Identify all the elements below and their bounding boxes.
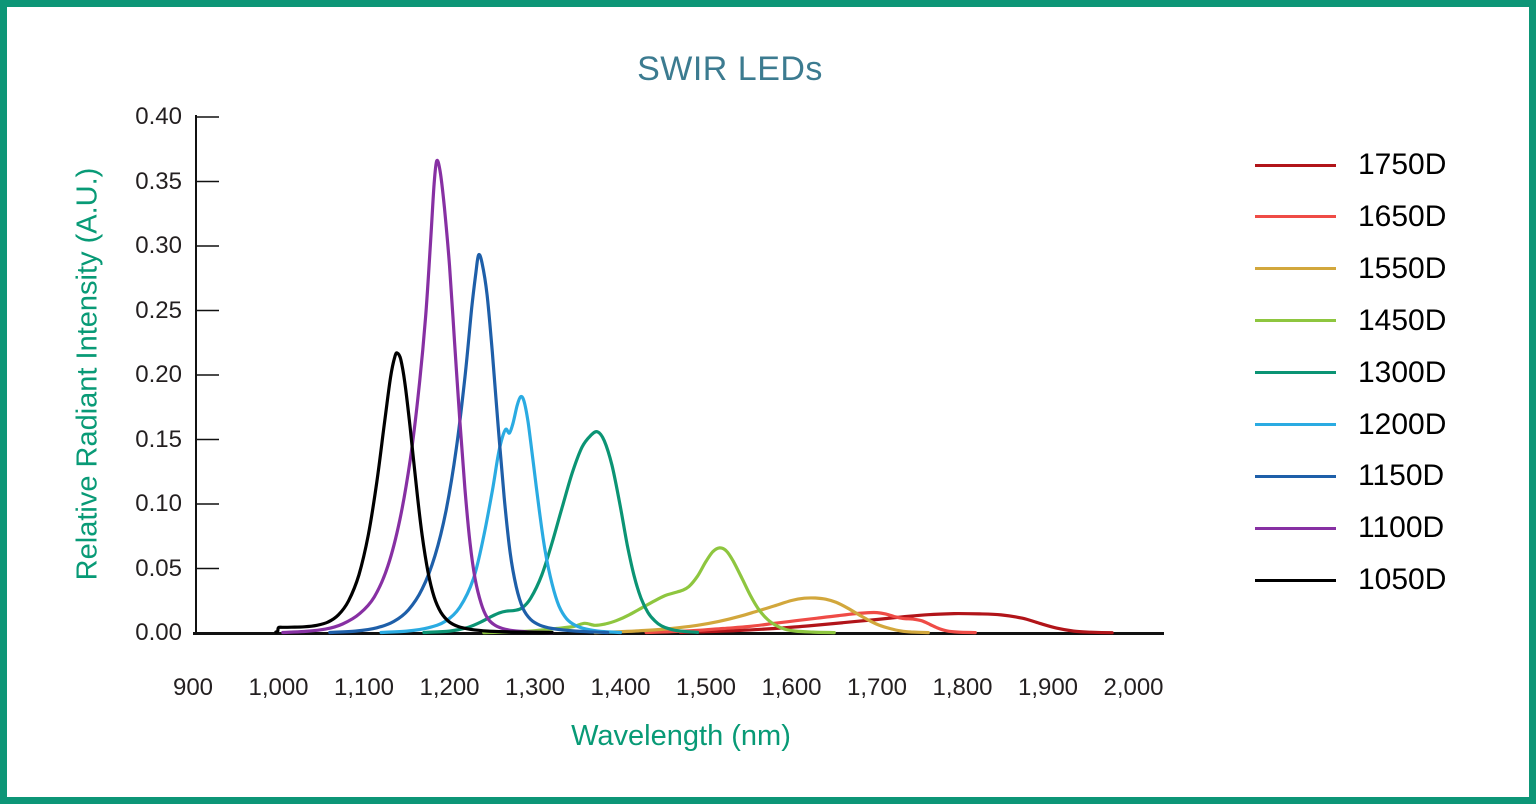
x-tick-label: 1,700 [846, 674, 908, 701]
x-tick-label: 1,800 [932, 674, 993, 701]
legend-item-1100D: 1100D [1255, 511, 1444, 545]
x-tick-label: 1,300 [504, 674, 566, 701]
x-tick-label: 1,600 [761, 674, 822, 701]
legend-line-swatch [1255, 319, 1336, 323]
y-tick-label: 0.35 [135, 167, 182, 195]
legend-item-1650D: 1650D [1255, 200, 1446, 234]
x-tick-label: 1,000 [248, 674, 309, 701]
legend-item-1300D: 1300D [1255, 356, 1446, 390]
legend-line-swatch [1255, 578, 1336, 582]
series-curve-1100D [281, 158, 554, 635]
x-tick-label: 900 [172, 674, 214, 701]
y-tick-label: 0.20 [135, 361, 182, 388]
legend-item-1550D: 1550D [1255, 252, 1446, 286]
legend-line-swatch [1255, 267, 1336, 271]
x-tick-label: 1,900 [1017, 674, 1079, 701]
series-curve-1050D [274, 351, 554, 635]
legend-item-1050D: 1050D [1255, 563, 1446, 597]
legend-label: 1650D [1358, 199, 1447, 233]
series-curve-1550D [593, 596, 930, 635]
x-tick-label: 1,400 [590, 674, 651, 701]
legend-label: 1550D [1358, 251, 1447, 285]
legend-item-1750D: 1750D [1255, 148, 1446, 182]
legend-label: 1050D [1358, 563, 1447, 597]
legend-item-1450D: 1450D [1255, 304, 1446, 338]
y-tick-label: 0.25 [135, 296, 182, 324]
legend-line-swatch [1255, 474, 1336, 478]
series-curve-1450D [482, 546, 836, 635]
legend-label: 1750D [1358, 148, 1447, 181]
x-axis-label: Wavelength (nm) [571, 720, 791, 752]
series-curve-1300D [422, 430, 700, 635]
legend-line-swatch [1255, 163, 1336, 167]
y-tick-label: 0.40 [135, 103, 182, 130]
legend-line-swatch [1255, 423, 1336, 426]
y-tick-label: 0.00 [135, 619, 182, 646]
y-tick-label: 0.05 [135, 554, 182, 582]
x-tick-label: 1,200 [419, 674, 480, 701]
y-tick-label: 0.10 [135, 490, 182, 517]
series-curve-1750D [678, 611, 1114, 635]
series-curve-1650D [644, 610, 977, 635]
legend-line-swatch [1255, 371, 1336, 375]
legend-item-1150D: 1150D [1255, 459, 1444, 493]
legend-line-swatch [1255, 526, 1336, 530]
legend-label: 1150D [1358, 459, 1445, 493]
y-axis-label: Relative Radiant Intensity (A.U.) [71, 167, 104, 581]
x-tick-label: 2,000 [1103, 674, 1164, 701]
x-tick-label: 1,100 [333, 674, 395, 701]
legend-line-swatch [1255, 215, 1336, 219]
legend-item-1200D: 1200D [1255, 408, 1446, 442]
legend-label: 1300D [1358, 355, 1447, 389]
y-tick-label: 0.30 [135, 232, 182, 259]
legend-label: 1200D [1358, 407, 1447, 441]
chart-title: SWIR LEDs [637, 50, 823, 88]
x-tick-label: 1,500 [675, 674, 737, 701]
series-curve-1200D [379, 394, 623, 635]
legend-label: 1450D [1358, 303, 1447, 337]
legend-label: 1100D [1358, 511, 1445, 545]
series-curve-1150D [328, 253, 610, 635]
y-tick-label: 0.15 [135, 425, 182, 453]
